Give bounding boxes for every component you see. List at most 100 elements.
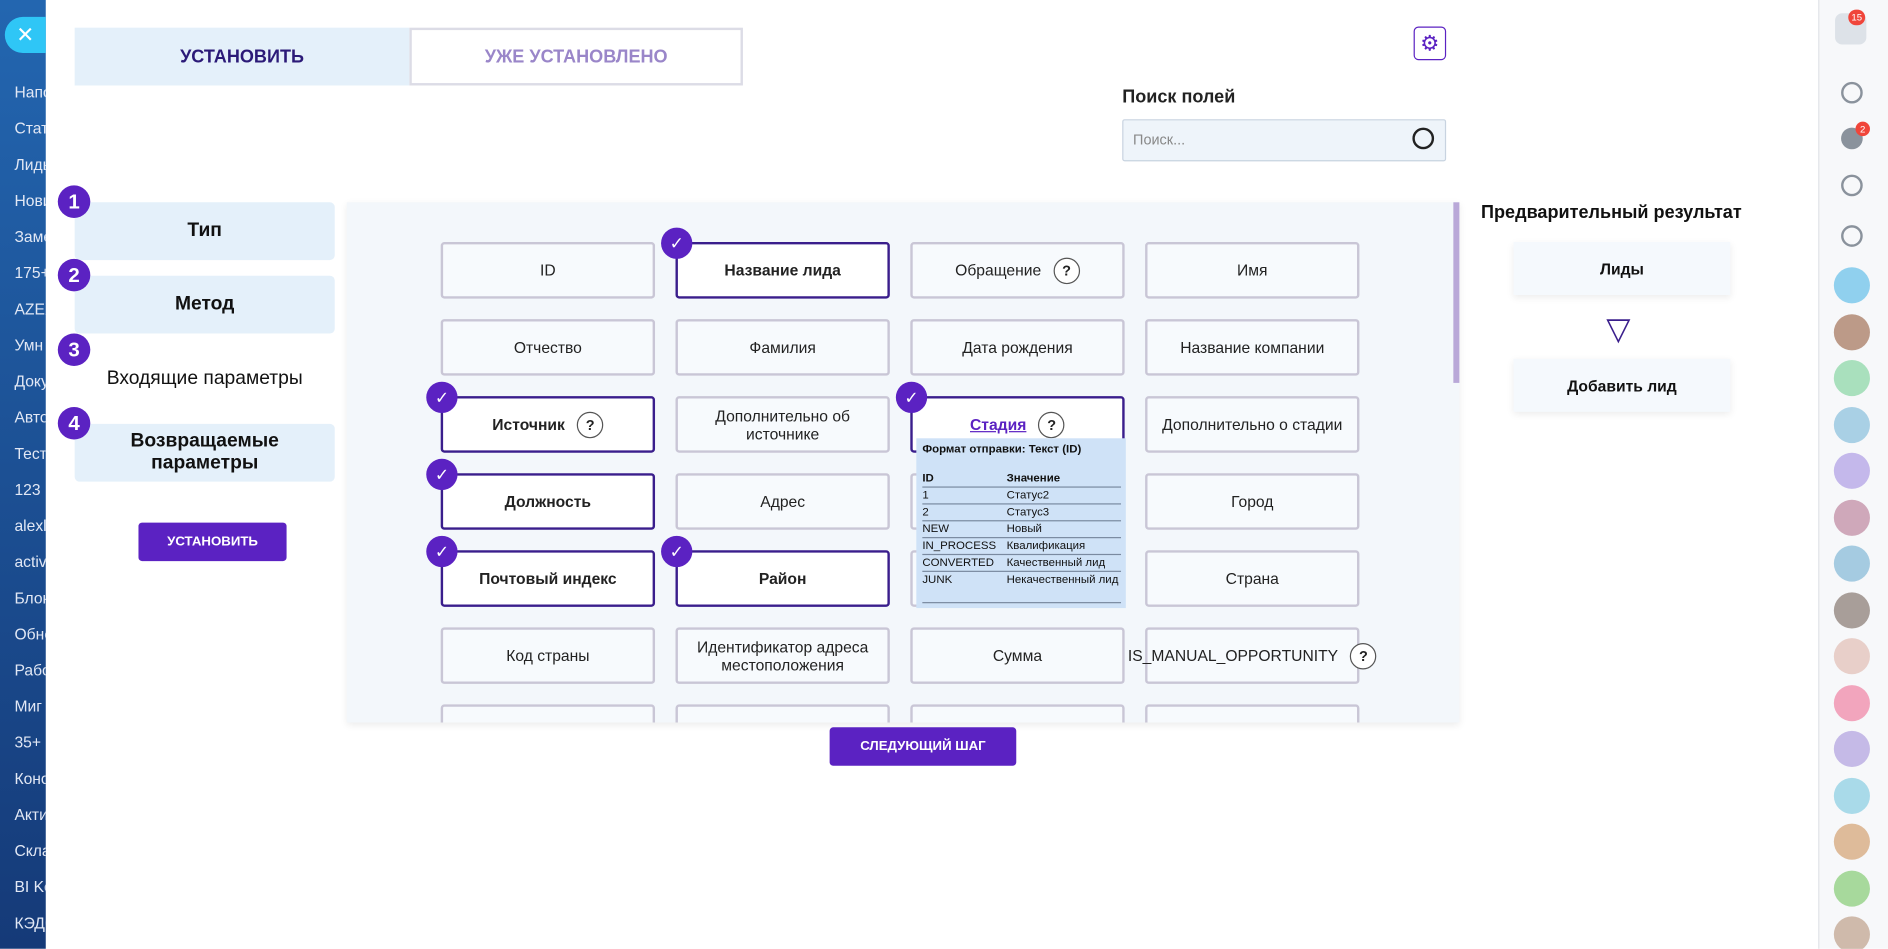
- help-icon[interactable]: ?: [576, 411, 604, 438]
- sidebar-item[interactable]: BI Ko: [14, 877, 45, 896]
- avatar[interactable]: [1833, 545, 1870, 582]
- avatar[interactable]: [1833, 684, 1870, 721]
- sidebar-icon[interactable]: [1841, 225, 1863, 247]
- tooltip-rule: [922, 503, 1122, 505]
- avatar[interactable]: [1833, 777, 1870, 814]
- avatar[interactable]: [1833, 313, 1870, 350]
- left-sidebar: [0, 0, 46, 949]
- search-icon[interactable]: [1412, 127, 1435, 150]
- help-icon[interactable]: ?: [1053, 257, 1080, 284]
- avatar[interactable]: [1833, 869, 1870, 907]
- avatar[interactable]: [1833, 267, 1870, 304]
- tooltip-cell: Новый: [1006, 522, 1042, 536]
- sidebar-item[interactable]: Блок: [14, 588, 45, 607]
- field-cell[interactable]: Дополнительно о стадии: [1145, 396, 1360, 453]
- tooltip-rule: [922, 553, 1122, 556]
- close-button[interactable]: ✕: [4, 16, 46, 53]
- avatar[interactable]: [1833, 916, 1870, 949]
- step[interactable]: Тип: [74, 202, 335, 261]
- field-cell[interactable]: Дата рождения: [910, 319, 1125, 376]
- tab[interactable]: УСТАНОВИТЬ: [74, 27, 410, 86]
- step[interactable]: Возвращаемые параметры: [74, 423, 335, 482]
- field-cell[interactable]: Страна: [1145, 550, 1360, 607]
- sidebar-item[interactable]: activ: [14, 552, 46, 571]
- sidebar-item[interactable]: Скла: [14, 841, 45, 860]
- field-cell[interactable]: Район: [675, 550, 890, 607]
- field-label: Дополнительно о стадии: [1162, 415, 1343, 434]
- sidebar-icon[interactable]: [1841, 81, 1863, 104]
- sidebar-item[interactable]: Стат: [14, 119, 46, 138]
- avatar[interactable]: [1833, 360, 1870, 397]
- sidebar-item[interactable]: КЭДС: [14, 913, 45, 932]
- check-badge: ✓: [661, 535, 693, 568]
- sidebar-item[interactable]: 123: [14, 480, 41, 499]
- field-cell[interactable]: Отчество: [440, 319, 656, 376]
- preview-title: Предварительный результат: [1481, 202, 1742, 223]
- field-label: Фамилия: [749, 338, 816, 357]
- sidebar-item[interactable]: Лидь: [14, 155, 45, 174]
- avatar[interactable]: [1833, 452, 1870, 489]
- sidebar-item[interactable]: 35+: [14, 733, 42, 752]
- field-cell[interactable]: Название лида: [675, 242, 890, 299]
- tooltip-cell: Статус2: [1006, 488, 1050, 503]
- sidebar-item[interactable]: Миг: [14, 697, 42, 716]
- preview-node[interactable]: Добавить лид: [1513, 358, 1731, 412]
- field-cell[interactable]: Источник?: [440, 396, 656, 453]
- fields-panel: ID Название лида ✓ Обращение? Имя Отчество Фам…: [346, 202, 1460, 723]
- field-cell[interactable]: Имя: [1145, 242, 1360, 299]
- field-cell[interactable]: Фамилия: [675, 319, 890, 376]
- field-cell[interactable]: Должность: [440, 473, 656, 530]
- gear-button[interactable]: ⚙: [1413, 26, 1447, 61]
- sidebar-item[interactable]: Нови: [14, 191, 45, 210]
- field-cell[interactable]: Адрес: [675, 473, 890, 530]
- sidebar-item[interactable]: Напо: [14, 83, 45, 102]
- preview-node[interactable]: Лиды: [1513, 242, 1731, 296]
- field-cell[interactable]: Обращение?: [910, 242, 1125, 299]
- field-cell[interactable]: Город: [1145, 473, 1360, 530]
- tooltip-header: ID: [922, 472, 934, 486]
- step[interactable]: Метод: [74, 275, 335, 334]
- sidebar-item[interactable]: alexl: [14, 516, 46, 535]
- field-cell[interactable]: Сумма: [910, 627, 1125, 684]
- avatar[interactable]: [1833, 730, 1870, 768]
- sidebar-item[interactable]: Обне: [14, 624, 45, 643]
- avatar[interactable]: [1833, 499, 1870, 536]
- step[interactable]: Входящие параметры: [74, 350, 335, 409]
- next-button[interactable]: СЛЕДУЮЩИЙ ШАГ: [829, 727, 1017, 766]
- sidebar-item[interactable]: Заме: [14, 227, 45, 246]
- search-input[interactable]: [1122, 119, 1447, 162]
- field-cell[interactable]: ID: [440, 242, 656, 299]
- sidebar-item[interactable]: Тест: [14, 444, 46, 463]
- tooltip-cell: IN_PROCESS: [922, 539, 997, 553]
- sidebar-item[interactable]: 175+: [14, 263, 45, 282]
- tooltip-rule: [922, 570, 1122, 572]
- install-button[interactable]: УСТАНОВИТЬ: [138, 522, 287, 562]
- help-icon[interactable]: ?: [1038, 411, 1065, 438]
- avatar[interactable]: [1833, 638, 1870, 675]
- tab[interactable]: УЖЕ УСТАНОВЛЕНО: [409, 27, 743, 86]
- sidebar-item[interactable]: Акти: [14, 805, 46, 824]
- field-cell[interactable]: Название компании: [1145, 319, 1360, 376]
- sidebar-item[interactable]: Авто: [14, 408, 46, 427]
- field-cell[interactable]: Дополнительно об источнике: [675, 396, 890, 453]
- sidebar-icon[interactable]: [1841, 174, 1863, 197]
- field-cell[interactable]: Идентификатор адреса местоположения: [675, 627, 890, 684]
- avatar[interactable]: [1833, 406, 1870, 443]
- tooltip-cell: Качественный лид: [1006, 556, 1106, 570]
- avatar[interactable]: [1833, 823, 1870, 860]
- check-badge: ✓: [895, 381, 928, 414]
- check-badge: ✓: [661, 227, 693, 259]
- sidebar-item[interactable]: Умн: [14, 335, 44, 355]
- field-cell[interactable]: Код страны: [440, 627, 656, 684]
- sidebar-item[interactable]: Доку: [14, 372, 46, 391]
- check-badge: ✓: [426, 381, 458, 414]
- field-cell[interactable]: Почтовый индекс: [440, 550, 656, 607]
- step-number: 1: [57, 185, 91, 218]
- sidebar-item[interactable]: AZEX: [14, 299, 45, 318]
- sidebar-item[interactable]: Коно: [14, 769, 45, 788]
- sidebar-item[interactable]: Рабо: [14, 661, 45, 680]
- field-cell[interactable]: IS_MANUAL_OPPORTUNITY?: [1128, 627, 1377, 684]
- help-icon[interactable]: ?: [1350, 642, 1377, 669]
- field-label: Обращение: [955, 261, 1042, 280]
- avatar[interactable]: [1833, 591, 1870, 628]
